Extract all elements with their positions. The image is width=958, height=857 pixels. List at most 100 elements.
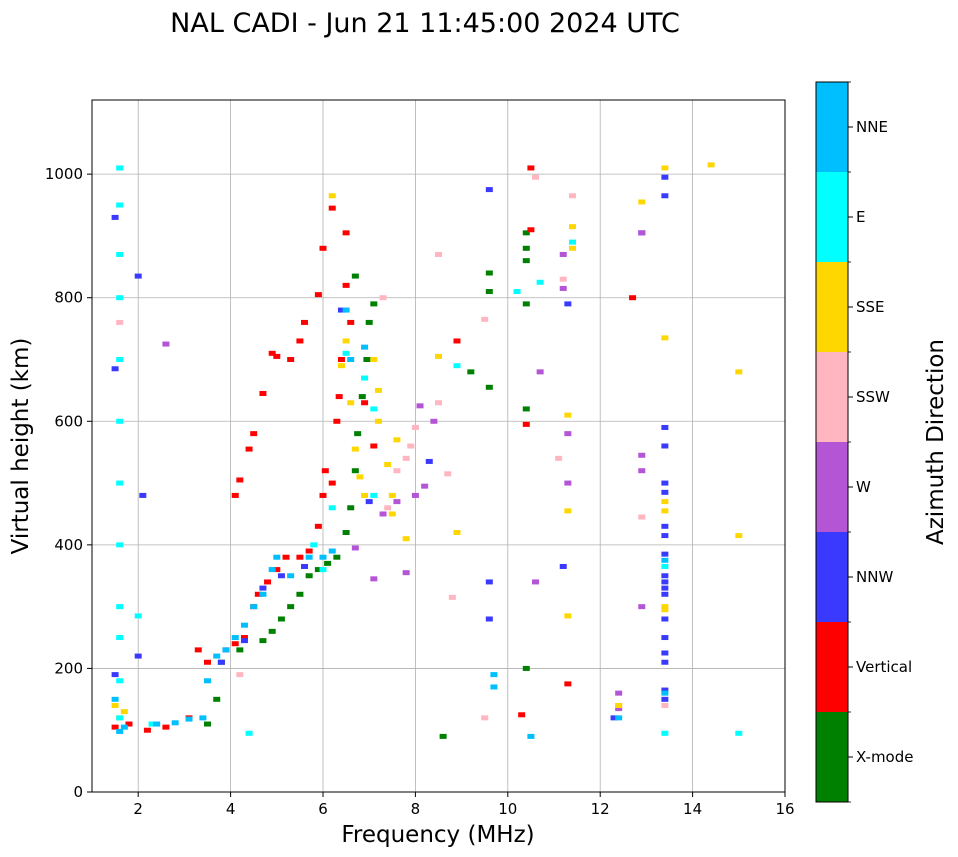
data-point <box>485 616 493 622</box>
colorbar-tick-label: NNW <box>856 568 893 586</box>
data-point <box>231 492 239 498</box>
data-point <box>481 715 489 721</box>
data-point <box>139 492 147 498</box>
data-point <box>328 480 336 486</box>
x-tick-label: 6 <box>318 800 328 818</box>
data-point <box>351 545 359 551</box>
data-point <box>384 462 392 468</box>
data-point <box>277 616 285 622</box>
data-point <box>430 418 438 424</box>
data-point <box>638 199 646 205</box>
data-point <box>522 301 530 307</box>
data-point <box>568 239 576 245</box>
data-point <box>568 245 576 251</box>
data-point <box>439 733 447 739</box>
colorbar-tick-label: SSE <box>856 298 885 316</box>
y-tick-label: 0 <box>73 783 83 801</box>
data-point <box>314 292 322 298</box>
data-point <box>240 635 248 641</box>
data-point <box>111 672 119 678</box>
data-point <box>111 703 119 708</box>
data-point <box>388 511 396 517</box>
data-point <box>629 295 637 301</box>
data-point <box>661 551 669 557</box>
data-point <box>379 511 387 517</box>
x-tick-label: 10 <box>498 800 517 818</box>
data-point <box>358 394 366 400</box>
data-point <box>661 165 669 171</box>
data-point <box>379 295 387 301</box>
data-point <box>319 492 327 498</box>
data-point <box>204 659 211 665</box>
data-point <box>116 295 124 301</box>
x-tick-label: 2 <box>133 800 143 818</box>
data-point <box>661 650 669 656</box>
data-point <box>314 567 322 573</box>
data-point <box>301 319 309 325</box>
colorbar-tick-label: NNE <box>856 118 888 136</box>
data-point <box>342 338 350 344</box>
data-point <box>240 622 248 628</box>
data-point <box>564 508 572 514</box>
data-point <box>453 363 461 369</box>
data-point <box>134 653 142 659</box>
colorbar-tick-label: SSW <box>856 388 890 406</box>
series-ssw <box>116 174 669 721</box>
x-tick-label: 14 <box>683 800 702 818</box>
data-point <box>518 712 526 718</box>
data-point <box>522 406 530 412</box>
x-tick-label: 4 <box>226 800 236 818</box>
data-point <box>305 554 313 560</box>
colorbar-segment <box>816 532 848 622</box>
data-point <box>568 193 576 199</box>
y-tick-label: 200 <box>54 659 83 677</box>
data-point <box>333 418 341 424</box>
x-tick-label: 8 <box>411 800 421 818</box>
data-point <box>125 721 133 727</box>
data-point <box>661 424 669 430</box>
data-point <box>347 357 355 362</box>
data-point <box>555 455 563 461</box>
data-point <box>361 400 369 406</box>
colorbar-tick-label: X-mode <box>856 748 913 766</box>
data-point <box>245 446 253 452</box>
data-point <box>638 452 646 458</box>
data-point <box>559 285 567 291</box>
data-point <box>402 455 410 461</box>
data-point <box>513 289 521 295</box>
colorbar-segment <box>816 172 848 262</box>
data-point <box>305 548 313 554</box>
data-point <box>347 400 355 406</box>
data-point <box>282 554 290 560</box>
data-point <box>134 273 142 279</box>
data-point <box>568 224 576 230</box>
data-point <box>485 187 493 193</box>
data-point <box>287 604 295 610</box>
x-tick-label: 16 <box>775 800 794 818</box>
data-point <box>559 276 567 282</box>
data-point <box>661 696 669 702</box>
data-point <box>361 344 369 350</box>
data-point <box>370 357 378 362</box>
data-point <box>564 412 572 418</box>
data-point <box>134 613 142 619</box>
data-point <box>661 730 669 736</box>
data-point <box>661 659 669 665</box>
data-point <box>148 721 156 727</box>
data-point <box>661 573 669 579</box>
data-point <box>116 480 124 486</box>
series-e <box>116 165 743 736</box>
data-point <box>661 480 669 486</box>
y-tick-label: 1000 <box>45 165 83 183</box>
data-point <box>245 730 253 736</box>
data-point <box>319 554 327 560</box>
data-point <box>328 505 336 511</box>
data-point <box>421 483 429 489</box>
data-point <box>199 715 207 721</box>
data-point <box>116 635 124 641</box>
series-vertical <box>111 165 637 733</box>
data-point <box>287 357 295 362</box>
data-point <box>361 375 369 381</box>
data-point <box>411 424 419 430</box>
data-point <box>194 647 202 653</box>
